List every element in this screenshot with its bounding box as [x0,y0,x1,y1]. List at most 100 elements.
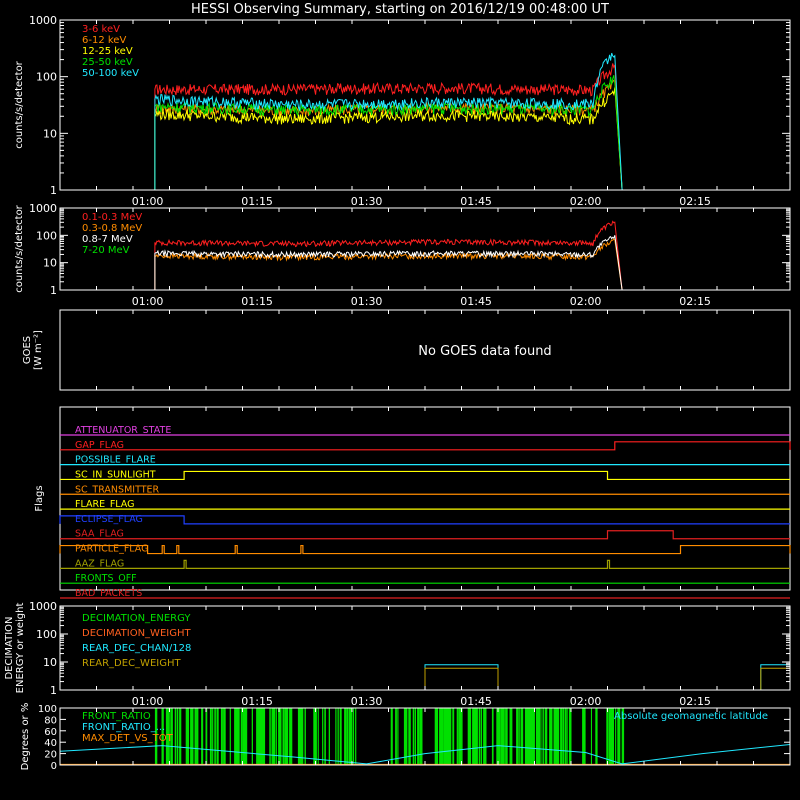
legend-entry: 0.8-7 MeV [82,234,133,245]
series-line [60,75,790,191]
y-tick-label: 10 [43,127,57,140]
flag-label: BAD_PACKETS [75,588,142,599]
y-tick-label: 1000 [29,600,57,613]
front-ratio-bar [304,708,306,765]
front-ratio-bar [390,708,393,765]
front-ratio-bar [262,708,266,765]
flag-line [59,544,791,555]
front-ratio-bar [540,708,542,765]
front-ratio-bar [214,708,216,765]
front-ratio-bar [236,708,240,765]
y-tick-label: 100 [36,71,57,84]
figure-title: HESSI Observing Summary, starting on 201… [191,2,609,17]
front-ratio-bar [271,708,275,765]
front-ratio-bar [328,708,330,765]
y-axis-label: counts/s/detector [14,60,25,148]
flag-label: ATTENUATOR_STATE [75,425,171,436]
front-ratio-bar [485,708,487,765]
x-tick-label: 02:15 [679,295,711,308]
front-ratio-bar [352,708,355,765]
front-ratio-bar [408,708,411,765]
front-ratio-bar [584,708,586,765]
front-ratio-bar [555,708,560,765]
y-tick-label: 80 [44,715,57,726]
front-ratio-bar [496,708,500,765]
front-ratio-bar [456,708,459,765]
front-ratio-bar [170,708,173,765]
front-ratio-bar [179,708,182,765]
front-ratio-bar [480,708,483,765]
series-line [60,52,790,191]
front-ratio-bar [269,708,271,765]
flag-label: FLARE_FLAG [75,499,135,510]
front-ratio-bar [562,708,564,765]
flag-label: SC_TRANSMITTER [75,484,160,495]
legend-entry: REAR_DEC_WEIGHT [82,658,181,669]
x-tick-label: 01:15 [241,195,273,208]
front-ratio-bar [595,708,598,765]
legend-entry: FRONT_RATIO_... [82,722,165,733]
right-axis-label: Absolute geomagnetic latitude [614,711,768,722]
front-ratio-bar [606,708,609,765]
front-ratio-bar [491,708,494,765]
front-ratio-bar [201,708,204,765]
front-ratio-bar [174,708,177,765]
legend-entry: FRONT_RATIO [82,711,151,722]
front-ratio-bar [196,708,199,765]
x-tick-label: 01:45 [460,695,492,708]
front-ratio-bar [516,708,519,765]
front-ratio-bar [549,708,553,765]
flag-line [60,470,790,481]
y-tick-label: 60 [44,727,57,738]
front-ratio-bar [452,708,455,765]
front-ratio-bar [176,708,179,765]
front-ratio-bar [324,708,326,765]
front-ratio-bar [240,708,243,765]
series-line [60,87,790,191]
y-tick-label: 20 [44,750,57,761]
front-ratio-bar [337,708,339,765]
flag-label: SAA_FLAG [75,529,124,540]
legend-entry: DECIMATION_ENERGY [82,613,191,624]
x-tick-label: 01:00 [132,195,164,208]
legend-entry: 3-6 keV [82,24,120,35]
front-ratio-bar [397,708,399,765]
flag-label: FRONTS_OFF [75,573,137,584]
y-tick-label: 1000 [29,14,57,27]
front-ratio-bar [348,708,352,765]
flag-line [60,559,790,569]
front-ratio-bar [185,708,190,765]
x-tick-label: 01:45 [460,195,492,208]
front-ratio-bar [297,708,301,765]
y-axis-label: Flags [34,485,45,511]
front-ratio-bar [615,708,617,765]
front-ratio-bar [498,708,501,765]
front-ratio-bar [524,708,528,765]
front-ratio-bar [535,708,539,765]
front-ratio-bar [229,708,231,765]
panel-decimation: 1 10 100 1000 01:00 01:15 01:30 01:45 02:00 02:15… [4,600,791,708]
front-ratio-bar [212,708,214,765]
front-ratio-bar [286,708,289,765]
front-ratio-bar [275,708,277,765]
front-ratio-bar [419,708,422,765]
y-axis-label: ENERGY or weight [15,603,26,694]
y-tick-label: 10 [43,656,57,669]
flag-line [60,441,791,451]
x-tick-label: 01:30 [351,695,383,708]
series-group [60,52,790,191]
x-tick-label: 02:15 [679,695,711,708]
front-ratio-bar [223,708,226,765]
y-axis-label: DECIMATION [4,616,15,679]
front-ratio-bar [317,708,319,765]
series-group [60,220,790,291]
front-ratio-bar [168,708,170,765]
front-ratio-bar [439,708,442,765]
legend-entry: 6-12 keV [82,35,126,46]
front-ratio-bar [421,708,423,765]
y-tick-label: 100 [38,704,57,715]
front-ratio-bar [335,708,337,765]
front-ratio-bar [443,708,447,765]
